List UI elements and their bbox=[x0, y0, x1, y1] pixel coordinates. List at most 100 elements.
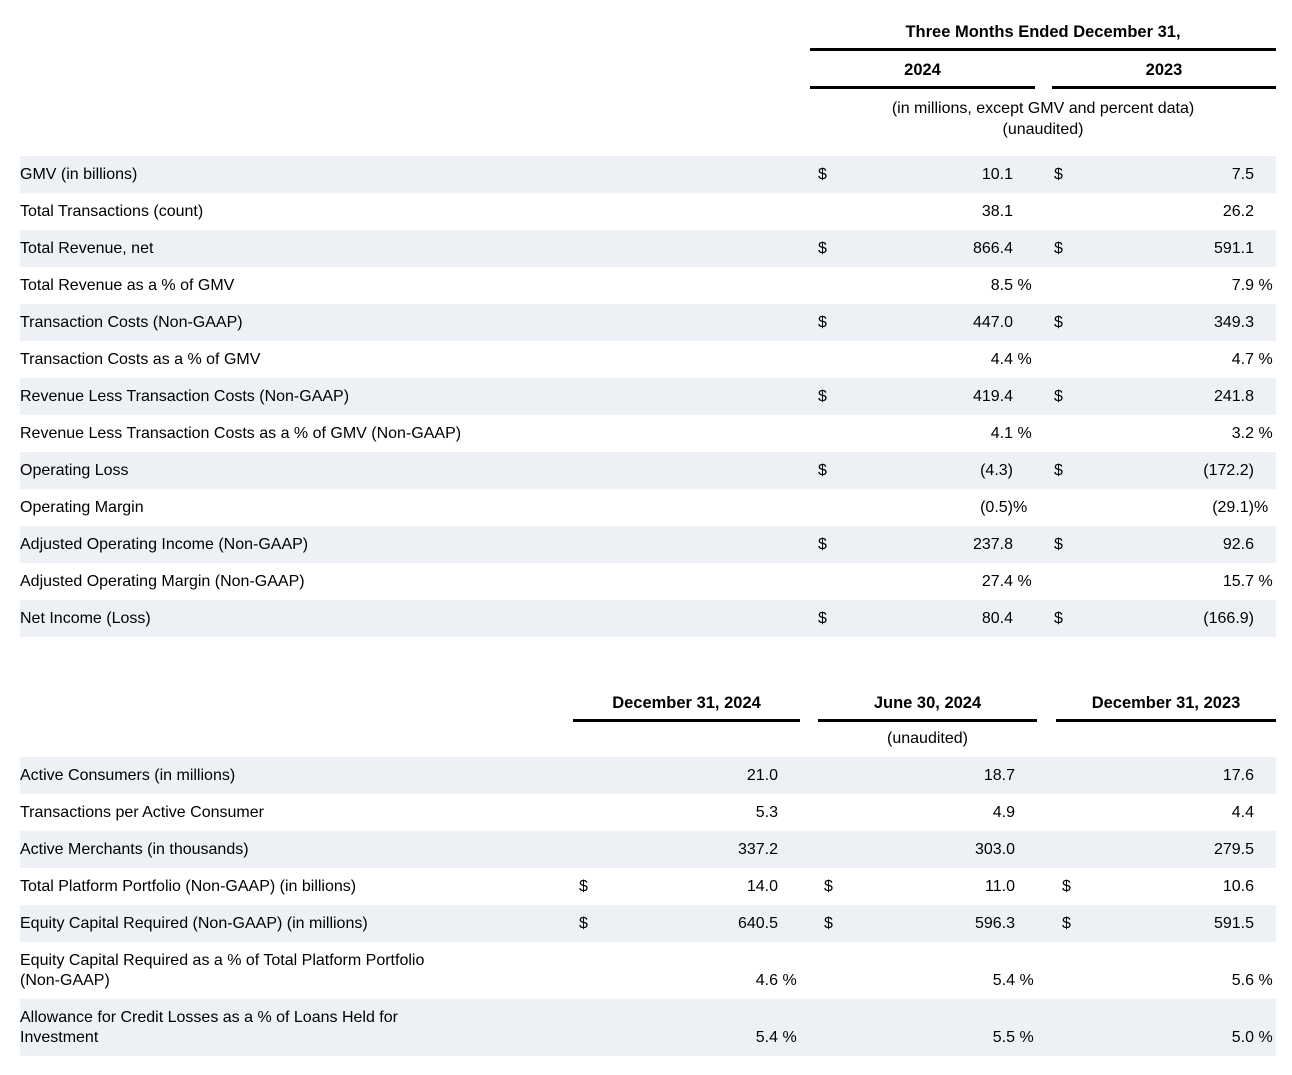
table-row: Allowance for Credit Losses as a % of Lo… bbox=[20, 999, 1276, 1056]
currency-symbol: $ bbox=[818, 240, 827, 257]
row-label: Transaction Costs (Non-GAAP) bbox=[20, 314, 243, 331]
value-cell-2024: $ (4.3) bbox=[810, 461, 1035, 481]
table-row: Operating Margin (0.5)% (29.1)% bbox=[20, 489, 1276, 526]
value-cell-2024: $419.4 bbox=[810, 387, 1035, 407]
cell-value: 17.6 bbox=[1222, 767, 1254, 784]
row-label: Transactions per Active Consumer bbox=[20, 804, 264, 821]
currency-symbol: $ bbox=[824, 878, 833, 895]
table-row: Transaction Costs (Non-GAAP) $447.0 $349… bbox=[20, 304, 1276, 341]
cell-value: 419.4 bbox=[972, 388, 1013, 405]
row-label: Operating Margin bbox=[20, 499, 144, 516]
table-row: Net Income (Loss) $80.4 $ (166.9) bbox=[20, 600, 1276, 637]
currency-symbol: $ bbox=[1054, 240, 1063, 257]
year-column-headers: 2024 2023 bbox=[810, 60, 1276, 89]
cell-value: 7.5 bbox=[1231, 166, 1254, 183]
percent-suffix: % bbox=[1254, 573, 1273, 590]
currency-symbol: $ bbox=[1054, 462, 1063, 479]
value-cell-2024: 8.5 % bbox=[810, 276, 1035, 296]
value-cell-jun-30-2024: 18.7 bbox=[818, 766, 1037, 786]
cell-value: 26.2 bbox=[1222, 203, 1254, 220]
cell-value: 5.0 bbox=[1231, 1029, 1254, 1046]
unaudited-note: (unaudited) bbox=[887, 730, 968, 747]
balance-metrics-table: December 31, 2024 June 30, 2024 December… bbox=[0, 693, 1292, 1056]
cell-value: 11.0 bbox=[985, 878, 1015, 895]
column-header-2024: 2024 bbox=[810, 60, 1035, 89]
value-cell-2024: 27.4 % bbox=[810, 572, 1035, 592]
row-label: Revenue Less Transaction Costs as a % of… bbox=[20, 425, 462, 442]
percent-suffix: % bbox=[1013, 425, 1032, 442]
row-label: Active Merchants (in thousands) bbox=[20, 841, 249, 858]
value-cell-2023: $349.3 bbox=[1052, 313, 1276, 333]
percent-suffix: % bbox=[1013, 277, 1032, 294]
cell-value: 10.1 bbox=[981, 166, 1013, 183]
percent-suffix: % bbox=[1015, 1029, 1034, 1046]
row-label: Total Platform Portfolio (Non-GAAP) (in … bbox=[20, 878, 357, 895]
row-label: Total Revenue as a % of GMV bbox=[20, 277, 235, 294]
column-header-jun-30-2024: June 30, 2024 bbox=[818, 693, 1037, 722]
cell-value: 337.2 bbox=[737, 841, 778, 858]
table-row: Adjusted Operating Income (Non-GAAP) $23… bbox=[20, 526, 1276, 563]
value-cell-2023: (29.1)% bbox=[1052, 498, 1276, 518]
table-row: Total Transactions (count) 38.1 26.2 bbox=[20, 193, 1276, 230]
cell-value: 237.8 bbox=[972, 536, 1013, 553]
value-cell-jun-30-2024: $596.3 bbox=[818, 914, 1037, 934]
value-cell-dec-31-2024: 21.0 bbox=[573, 766, 800, 786]
value-cell-jun-30-2024: 4.9 bbox=[818, 803, 1037, 823]
cell-value: 4.7 bbox=[1231, 351, 1254, 368]
value-cell-jun-30-2024: 5.4 % bbox=[818, 971, 1037, 991]
table-row: Total Revenue as a % of GMV 8.5 % 7.9 % bbox=[20, 267, 1276, 304]
currency-symbol: $ bbox=[818, 536, 827, 553]
cell-value: 18.7 bbox=[983, 767, 1015, 784]
cell-value: 5.5 bbox=[992, 1029, 1015, 1046]
cell-value: 8.5 bbox=[990, 277, 1013, 294]
table-row: Total Revenue, net $866.4 $591.1 bbox=[20, 230, 1276, 267]
cell-value: 5.4 bbox=[992, 972, 1015, 989]
value-cell-dec-31-2024: $14.0 bbox=[573, 877, 800, 897]
value-cell-jun-30-2024: 303.0 bbox=[818, 840, 1037, 860]
value-cell-dec-31-2024: 5.4 % bbox=[573, 1028, 800, 1048]
quarterly-table-header: Three Months Ended December 31, 2024 202… bbox=[810, 22, 1276, 140]
percent-suffix: % bbox=[778, 1029, 797, 1046]
value-cell-2023: 3.2 % bbox=[1052, 424, 1276, 444]
currency-symbol: $ bbox=[824, 915, 833, 932]
value-cell-2023: $ (172.2) bbox=[1052, 461, 1276, 481]
value-cell-2023: 15.7 % bbox=[1052, 572, 1276, 592]
cell-value: (166.9) bbox=[1203, 610, 1254, 627]
cell-value: 4.6 bbox=[755, 972, 778, 989]
currency-symbol: $ bbox=[1054, 388, 1063, 405]
value-cell-dec-31-2023: 5.6 % bbox=[1056, 971, 1276, 991]
period-header: Three Months Ended December 31, bbox=[810, 22, 1276, 51]
cell-value: 7.9 bbox=[1231, 277, 1254, 294]
currency-symbol: $ bbox=[1062, 915, 1071, 932]
currency-symbol: $ bbox=[818, 388, 827, 405]
cell-value: 4.1 bbox=[990, 425, 1013, 442]
row-label: Adjusted Operating Margin (Non-GAAP) bbox=[20, 573, 305, 590]
value-cell-2023: $ (166.9) bbox=[1052, 609, 1276, 629]
currency-symbol: $ bbox=[579, 915, 588, 932]
value-cell-dec-31-2023: $591.5 bbox=[1056, 914, 1276, 934]
value-cell-dec-31-2024: 337.2 bbox=[573, 840, 800, 860]
column-header-dec-31-2024: December 31, 2024 bbox=[573, 693, 800, 722]
currency-symbol: $ bbox=[1054, 536, 1063, 553]
value-cell-2024: 38.1 bbox=[810, 202, 1035, 222]
cell-value: (29.1) bbox=[1212, 499, 1254, 516]
value-cell-2023: 4.7 % bbox=[1052, 350, 1276, 370]
value-cell-2023: 7.9 % bbox=[1052, 276, 1276, 296]
value-cell-dec-31-2023: 4.4 bbox=[1056, 803, 1276, 823]
cell-value: 92.6 bbox=[1222, 536, 1254, 553]
value-cell-jun-30-2024: 5.5 % bbox=[818, 1028, 1037, 1048]
percent-suffix: % bbox=[1254, 972, 1273, 989]
percent-suffix: % bbox=[1013, 573, 1032, 590]
currency-symbol: $ bbox=[1062, 878, 1071, 895]
cell-value: 14.0 bbox=[746, 878, 778, 895]
table-row: Active Merchants (in thousands) 337.2 30… bbox=[20, 831, 1276, 868]
row-label: Net Income (Loss) bbox=[20, 610, 151, 627]
cell-value: 4.4 bbox=[990, 351, 1013, 368]
cell-value: 591.5 bbox=[1213, 915, 1254, 932]
row-label: Transaction Costs as a % of GMV bbox=[20, 351, 261, 368]
cell-value: 303.0 bbox=[974, 841, 1015, 858]
cell-value: 5.4 bbox=[755, 1029, 778, 1046]
balance-table-rows: Active Consumers (in millions) 21.0 18.7… bbox=[20, 757, 1276, 1056]
value-cell-dec-31-2023: 17.6 bbox=[1056, 766, 1276, 786]
cell-value: 866.4 bbox=[972, 240, 1013, 257]
